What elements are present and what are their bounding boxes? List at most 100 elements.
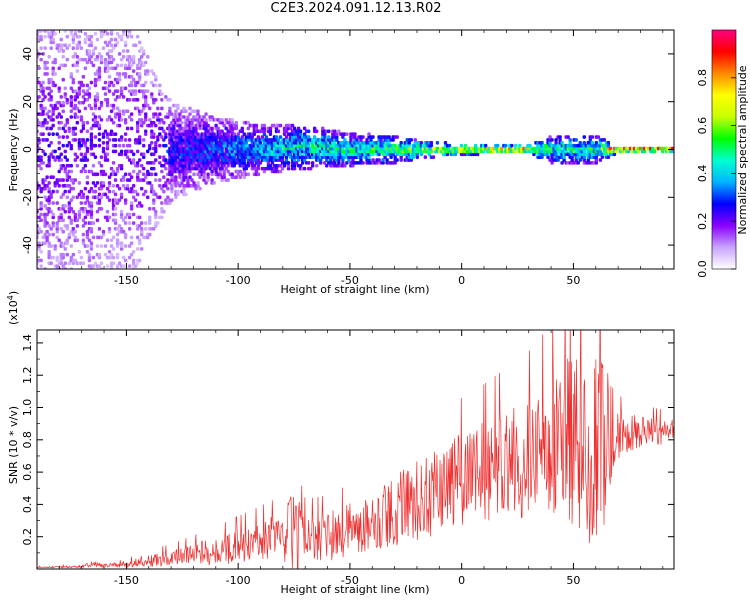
spectrogram-cell (53, 103, 57, 108)
spectrogram-cell (51, 109, 55, 114)
spectrogram-cell (65, 57, 69, 62)
spectrogram-cell (77, 146, 82, 151)
spectrogram-cell (51, 66, 55, 71)
spectrogram-cell (174, 158, 178, 162)
spectrogram-cell (47, 201, 51, 205)
spectrogram-cell (67, 261, 71, 266)
spectrogram-cell (77, 92, 82, 96)
spectrogram-cell (71, 34, 76, 39)
spectrogram-cell (117, 72, 122, 76)
spectrogram-cell (111, 57, 116, 62)
spectrogram-cell (113, 132, 118, 137)
spectrogram-cell (123, 221, 128, 225)
spectrogram-cell (115, 169, 120, 174)
spectrogram-cell (174, 175, 178, 180)
spectrogram-cell (51, 112, 55, 116)
spectrogram-cell (127, 215, 132, 220)
spectrogram-cell (89, 186, 94, 191)
spectrogram-cell (220, 129, 224, 134)
x-tick-label: -150 (114, 574, 139, 587)
spectrogram-cell (105, 100, 110, 105)
spectrogram-cell (152, 161, 156, 165)
spectrogram-cell (95, 95, 100, 99)
spectrogram-cell (37, 241, 41, 245)
spectrogram-cell (69, 169, 73, 174)
spectrogram-cell (87, 92, 92, 96)
spectrogram-cell (361, 135, 365, 139)
spectrogram-cell (101, 149, 106, 154)
spectrogram-cell (89, 241, 94, 245)
spectrogram-cell (204, 112, 208, 116)
spectrogram-cell (174, 115, 178, 119)
spectrogram-cell (39, 103, 43, 108)
spectrogram-cell (131, 54, 136, 59)
spectrogram-cell (75, 155, 80, 159)
spectrogram-cell (298, 129, 303, 134)
spectrogram-cell (69, 146, 73, 151)
spectrogram-cell (83, 32, 88, 36)
spectrogram-cell (113, 115, 118, 119)
spectrogram-cell (107, 227, 112, 231)
spectrogram-cell (111, 235, 116, 240)
spectrogram-cell (152, 166, 156, 171)
spectrogram-cell (77, 40, 82, 45)
spectrogram-cell (172, 126, 176, 131)
spectrogram-cell (81, 89, 86, 93)
spectrogram-cell (133, 92, 138, 96)
spectrogram-cell (61, 206, 65, 211)
spectrogram-cell (37, 80, 41, 85)
spectrogram-cell (99, 163, 104, 168)
spectrogram-cell (196, 172, 200, 177)
spectrogram-cell (119, 241, 124, 245)
spectrogram-cell (89, 146, 94, 151)
spectrogram-cell (51, 37, 55, 42)
spectrogram-cell (184, 126, 188, 131)
spectrogram-cell (176, 189, 180, 194)
spectrogram-cell (164, 132, 168, 137)
spectrogram-cell (41, 92, 45, 96)
spectrogram-cell (121, 178, 126, 182)
spectrogram-cell (142, 178, 146, 182)
spectrogram-cell (156, 135, 160, 139)
spectrogram-cell (150, 172, 154, 177)
spectrogram-cell (61, 126, 65, 131)
spectrogram-cell (53, 149, 57, 154)
spectrogram-cell (97, 252, 102, 257)
spectrogram-cell (83, 186, 88, 191)
spectrogram-cell (160, 215, 164, 220)
spectrogram-cell (202, 178, 206, 182)
spectrogram-cell (65, 224, 69, 228)
spectrogram-cell (99, 186, 104, 191)
spectrogram-cell (71, 209, 76, 214)
spectrogram-cell (278, 123, 283, 128)
spectrogram-cell (115, 255, 120, 260)
spectrogram-cell (41, 123, 45, 128)
spectrogram-cell (39, 57, 43, 62)
spectrogram-cell (93, 46, 98, 50)
spectrogram-cell (47, 249, 51, 254)
spectrogram-cell (83, 215, 88, 220)
spectrogram-cell (135, 106, 140, 111)
spectrogram-cell (71, 227, 76, 231)
spectrogram-cell (121, 95, 126, 99)
spectrogram-cell (101, 46, 106, 50)
spectrogram-cell (152, 100, 156, 105)
spectrogram-cell (89, 201, 94, 205)
spectrogram-cell (63, 261, 67, 266)
spectrogram-cell (77, 86, 82, 91)
spectrogram-cell (123, 232, 128, 237)
spectrogram-cell (67, 232, 71, 237)
spectrogram-cell (49, 89, 53, 93)
spectrogram-cell (111, 120, 116, 125)
spectrogram-cell (55, 221, 59, 225)
spectrogram-cell (95, 92, 100, 96)
spectrogram-cell (89, 106, 94, 111)
spectrogram-cell (81, 126, 86, 131)
snr-panel: -150 -100 -50 0 500.20.40.60.81.01.21.4 Heig… (6, 291, 675, 596)
spectrogram-cell (39, 264, 43, 268)
spectrogram-cell (129, 175, 134, 180)
y-tick-label: 0.6 (21, 463, 34, 481)
spectrogram-cell (142, 166, 146, 171)
spectrogram-cell (127, 115, 132, 119)
spectrogram-cell (61, 192, 65, 197)
